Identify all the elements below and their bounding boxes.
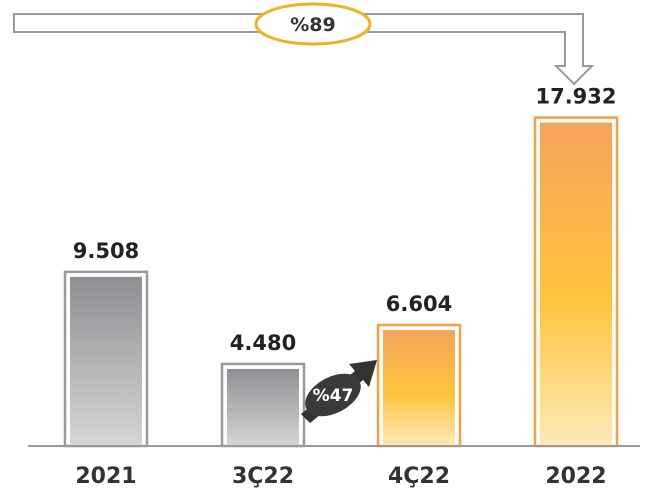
growth-oval-large [254,2,372,46]
bar-1 [227,368,299,446]
category-label-0: 2021 [75,464,136,489]
value-label-0: 9.508 [73,239,139,263]
growth-label-large: %89 [290,14,335,36]
value-label-3: 17.932 [535,85,616,109]
category-label-1: 3Ç22 [232,464,294,489]
bar-0 [70,276,142,446]
bar-3 [540,122,612,446]
category-label-3: 2022 [545,464,606,489]
bar-2 [383,330,455,446]
value-label-2: 6.604 [386,292,452,316]
value-label-1: 4.480 [230,331,296,355]
category-label-2: 4Ç22 [388,464,450,489]
growth-oval-small [305,373,361,417]
growth-label-small: %47 [313,386,354,406]
